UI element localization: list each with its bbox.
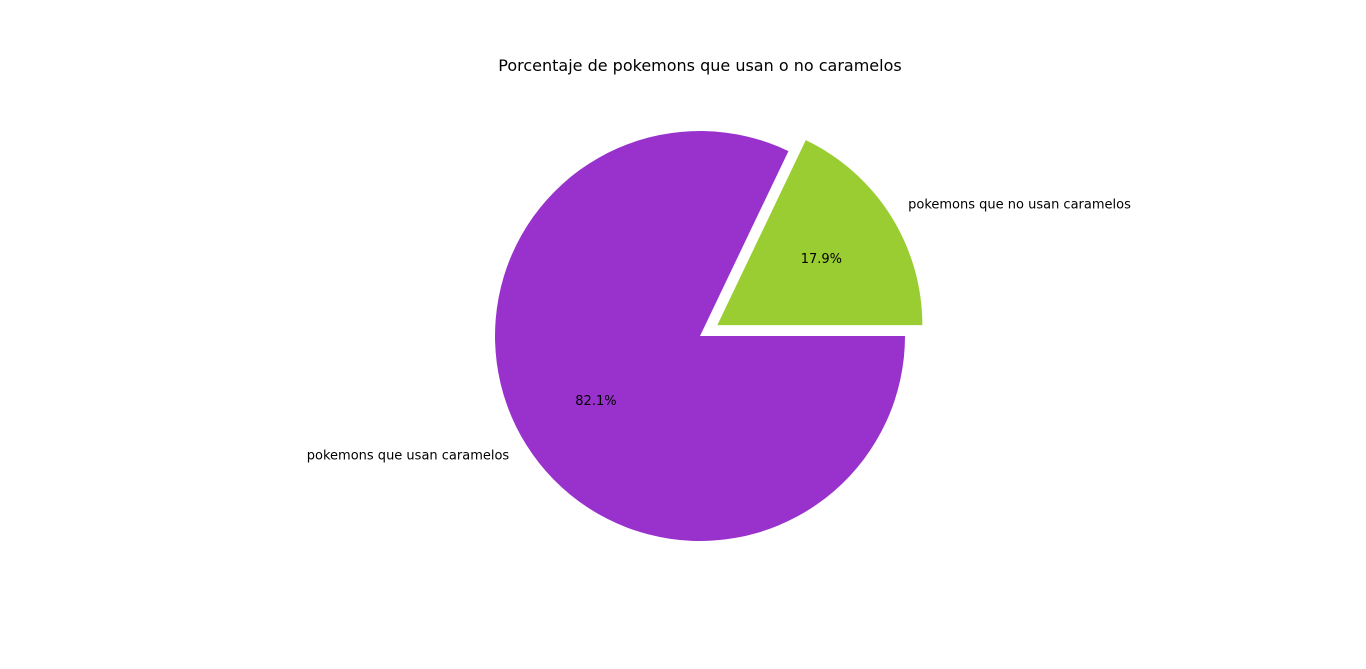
slice-label-1: pokemons que no usan caramelos: [908, 197, 1131, 212]
pie-slice-2: [494, 131, 905, 542]
slice-percent-2: 82.1%: [575, 394, 616, 409]
pie-slice-1: [717, 140, 923, 326]
slice-label-2: pokemons que usan caramelos: [307, 449, 510, 464]
chart-title: Porcentaje de pokemons que usan o no car…: [498, 56, 901, 75]
slice-percent-1: 17.9%: [801, 252, 842, 267]
slices-layer: [494, 131, 923, 542]
labels-layer: pokemons que no usan caramelos 17.9% pokem…: [307, 197, 1131, 463]
